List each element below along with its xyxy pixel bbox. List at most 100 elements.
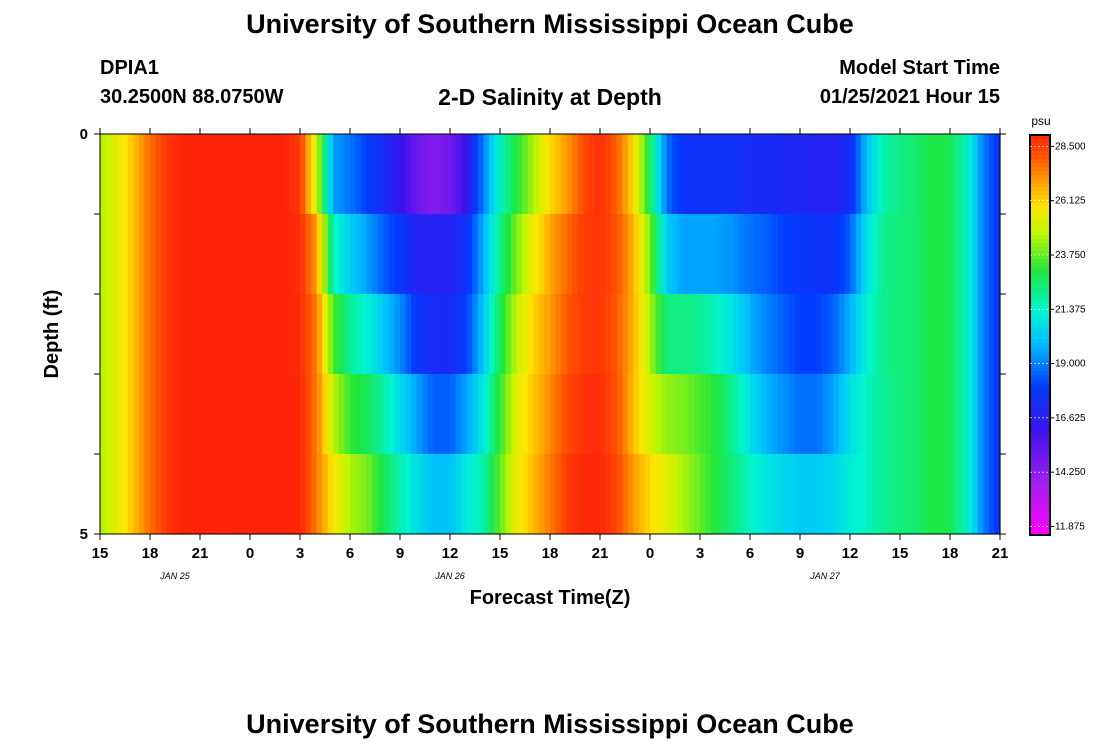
heatmap-cell	[766, 134, 773, 215]
heatmap-cell	[200, 374, 207, 455]
heatmap-cell	[700, 134, 707, 215]
heatmap-cell	[472, 454, 479, 535]
heatmap-cell	[222, 374, 229, 455]
heatmap-cell	[272, 374, 279, 455]
heatmap-cell	[211, 454, 218, 535]
heatmap-cell	[222, 214, 229, 295]
heatmap-cell	[655, 214, 662, 295]
heatmap-cell	[144, 374, 151, 455]
heatmap-cell	[394, 134, 401, 215]
heatmap-cell	[255, 374, 262, 455]
heatmap-cell	[488, 294, 496, 375]
heatmap-cell	[716, 374, 723, 455]
page-title: University of Southern Mississippi Ocean…	[246, 9, 854, 39]
heatmap-cell	[233, 454, 240, 535]
colorbar-segment	[1030, 191, 1050, 196]
heatmap-cell	[283, 214, 290, 295]
heatmap-cell	[777, 134, 784, 215]
heatmap-cell	[161, 134, 168, 215]
heatmap-cell	[350, 214, 357, 295]
heatmap-cell	[638, 374, 646, 455]
heatmap-cell	[283, 294, 290, 375]
heatmap-cell	[394, 374, 401, 455]
heatmap-cell	[655, 374, 662, 455]
heatmap-cell	[883, 134, 890, 215]
heatmap-cell	[361, 134, 368, 215]
heatmap-cell	[916, 454, 923, 535]
heatmap-cell	[766, 214, 773, 295]
heatmap-cell	[333, 374, 340, 455]
colorbar-segment	[1030, 267, 1050, 272]
heatmap-cell	[227, 294, 234, 375]
heatmap-cell	[594, 214, 601, 295]
heatmap-cell	[516, 134, 523, 215]
heatmap-cell	[433, 454, 440, 535]
colorbar-segment	[1030, 143, 1050, 148]
heatmap-cell	[905, 374, 912, 455]
heatmap-cell	[216, 294, 223, 375]
heatmap-cell	[433, 294, 440, 375]
heatmap-cell	[250, 214, 257, 295]
heatmap-cell	[477, 214, 484, 295]
heatmap-cell	[694, 214, 701, 295]
heatmap-cell	[894, 454, 901, 535]
heatmap-cell	[288, 454, 296, 535]
heatmap-cell	[344, 374, 351, 455]
heatmap-cell	[894, 214, 901, 295]
heatmap-cell	[916, 374, 923, 455]
heatmap-cell	[727, 454, 734, 535]
heatmap-cell	[316, 294, 323, 375]
y-axis-label: Depth (ft)	[41, 290, 63, 379]
heatmap-cell	[683, 214, 690, 295]
heatmap-cell	[922, 214, 929, 295]
colorbar-segment	[1030, 423, 1050, 428]
heatmap-cell	[661, 214, 668, 295]
heatmap-cell	[700, 454, 707, 535]
heatmap-cell	[166, 294, 173, 375]
heatmap-cell	[927, 214, 934, 295]
colorbar-segment	[1030, 519, 1050, 524]
heatmap-cell	[888, 294, 896, 375]
colorbar-segment	[1030, 255, 1050, 260]
heatmap-cell	[638, 214, 646, 295]
colorbar-segment	[1030, 287, 1050, 292]
colorbar-segment	[1030, 295, 1050, 300]
heatmap-cell	[494, 374, 501, 455]
heatmap-cell	[488, 134, 496, 215]
heatmap-cell	[688, 374, 696, 455]
heatmap-cell	[238, 454, 246, 535]
heatmap-cell	[338, 134, 346, 215]
heatmap-cell	[450, 214, 457, 295]
heatmap-cell	[600, 454, 607, 535]
heatmap-cell	[788, 374, 796, 455]
heatmap-cell	[933, 294, 940, 375]
heatmap-cell	[622, 294, 629, 375]
heatmap-cell	[483, 454, 490, 535]
heatmap-cell	[388, 374, 396, 455]
colorbar-segment	[1030, 491, 1050, 496]
heatmap-cell	[844, 214, 851, 295]
heatmap-cell	[533, 214, 540, 295]
heatmap-cell	[294, 294, 301, 375]
heatmap-cell	[872, 374, 879, 455]
heatmap-cell	[950, 374, 957, 455]
heatmap-cell	[755, 214, 762, 295]
heatmap-cell	[227, 454, 234, 535]
heatmap-cell	[500, 214, 507, 295]
heatmap-cell	[705, 134, 712, 215]
heatmap-cell	[761, 294, 768, 375]
heatmap-cell	[638, 134, 646, 215]
heatmap-cell	[944, 134, 951, 215]
heatmap-cell	[288, 214, 296, 295]
heatmap-cell	[722, 374, 729, 455]
heatmap-cell	[155, 374, 162, 455]
heatmap-cell	[205, 454, 212, 535]
heatmap-cell	[855, 134, 862, 215]
heatmap-cell	[116, 454, 123, 535]
heatmap-cell	[105, 214, 112, 295]
heatmap-cell	[833, 214, 840, 295]
heatmap-cell	[388, 214, 396, 295]
heatmap-cell	[250, 374, 257, 455]
heatmap-cell	[100, 134, 107, 215]
